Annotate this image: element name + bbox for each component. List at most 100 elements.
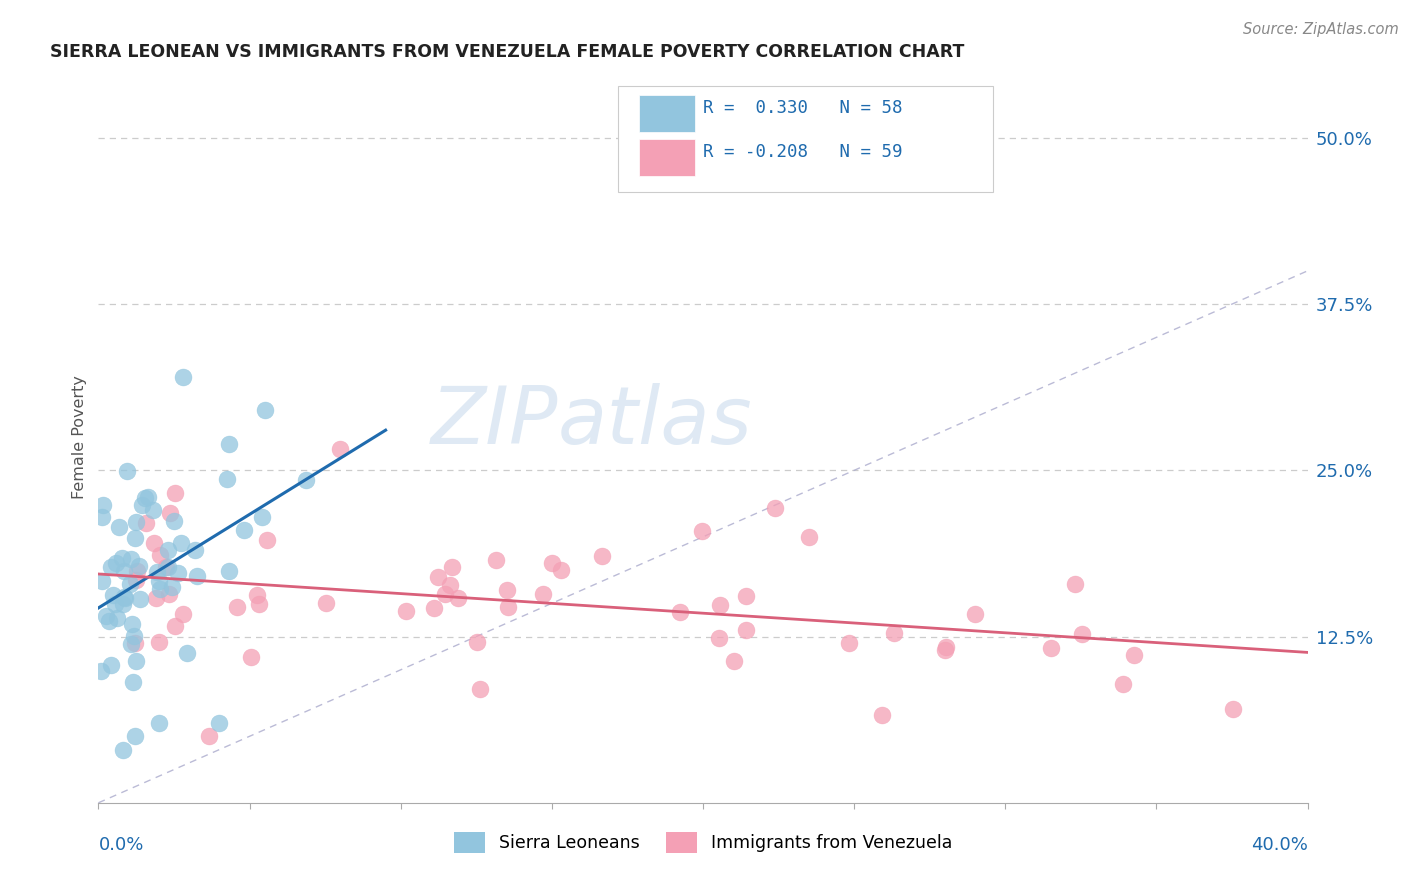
Point bbox=[540, 557, 562, 571]
Point bbox=[105, 556, 128, 570]
Point bbox=[145, 565, 167, 579]
Point bbox=[172, 607, 194, 621]
Point bbox=[121, 674, 143, 689]
Point bbox=[124, 729, 146, 743]
Point bbox=[186, 569, 208, 583]
Point bbox=[163, 485, 186, 500]
Point bbox=[763, 501, 786, 516]
Point bbox=[246, 588, 269, 602]
Point bbox=[426, 570, 449, 584]
Text: Source: ZipAtlas.com: Source: ZipAtlas.com bbox=[1243, 22, 1399, 37]
Point bbox=[125, 654, 148, 668]
Point bbox=[163, 618, 186, 632]
Point bbox=[172, 370, 194, 384]
Point bbox=[329, 442, 352, 456]
Point bbox=[423, 601, 446, 615]
Point bbox=[149, 548, 172, 562]
Point bbox=[120, 637, 142, 651]
Point bbox=[91, 574, 114, 588]
FancyBboxPatch shape bbox=[638, 138, 695, 176]
Text: R =  0.330   N = 58: R = 0.330 N = 58 bbox=[703, 99, 903, 117]
Point bbox=[111, 551, 134, 566]
Point bbox=[125, 574, 148, 588]
Point bbox=[96, 609, 118, 624]
Point bbox=[176, 646, 198, 660]
Point bbox=[163, 514, 186, 528]
Point bbox=[934, 643, 956, 657]
Point bbox=[226, 600, 249, 615]
Point bbox=[692, 524, 714, 538]
Point bbox=[533, 587, 555, 601]
Point bbox=[218, 564, 240, 578]
Point bbox=[120, 552, 142, 566]
Point bbox=[104, 597, 127, 611]
Point bbox=[218, 437, 240, 451]
Text: atlas: atlas bbox=[558, 384, 752, 461]
Point bbox=[1111, 677, 1133, 691]
Point bbox=[709, 598, 731, 612]
Point bbox=[446, 591, 468, 605]
Point bbox=[111, 742, 134, 756]
Point bbox=[233, 523, 256, 537]
Point bbox=[250, 510, 273, 524]
Point bbox=[135, 516, 157, 530]
Point bbox=[170, 536, 193, 550]
Point bbox=[1039, 641, 1062, 656]
Point bbox=[100, 657, 122, 672]
Point bbox=[496, 582, 519, 597]
Point bbox=[440, 560, 463, 574]
Point bbox=[239, 650, 262, 665]
Point bbox=[108, 520, 131, 534]
Point bbox=[105, 611, 128, 625]
Point bbox=[124, 531, 146, 545]
Point bbox=[1222, 702, 1244, 716]
Point bbox=[148, 635, 170, 649]
Text: 0.0%: 0.0% bbox=[98, 836, 143, 854]
Point bbox=[98, 614, 121, 628]
Legend: Sierra Leoneans, Immigrants from Venezuela: Sierra Leoneans, Immigrants from Venezue… bbox=[447, 825, 959, 860]
Point bbox=[129, 591, 152, 606]
Point bbox=[112, 564, 135, 578]
Point bbox=[125, 564, 148, 578]
Point bbox=[131, 498, 153, 512]
Point bbox=[208, 716, 231, 731]
Point bbox=[145, 591, 167, 606]
FancyBboxPatch shape bbox=[638, 95, 695, 132]
Point bbox=[963, 607, 986, 621]
Point bbox=[723, 654, 745, 668]
Point bbox=[734, 623, 756, 637]
Point bbox=[138, 491, 160, 505]
Point bbox=[707, 632, 730, 646]
Point bbox=[122, 629, 145, 643]
Point bbox=[125, 515, 148, 529]
FancyBboxPatch shape bbox=[619, 86, 993, 192]
Point bbox=[148, 716, 170, 731]
Point bbox=[118, 577, 141, 591]
Text: R = -0.208   N = 59: R = -0.208 N = 59 bbox=[703, 143, 903, 161]
Point bbox=[470, 682, 492, 697]
Point bbox=[295, 473, 318, 487]
Point bbox=[91, 499, 114, 513]
Point bbox=[184, 543, 207, 558]
Point bbox=[148, 574, 170, 588]
Point bbox=[159, 506, 181, 520]
Point bbox=[872, 707, 894, 722]
Point bbox=[1070, 627, 1092, 641]
Point bbox=[496, 600, 519, 615]
Text: ZIP: ZIP bbox=[430, 384, 558, 461]
Point bbox=[1122, 648, 1144, 662]
Point bbox=[1064, 577, 1087, 591]
Point bbox=[591, 549, 613, 563]
Point bbox=[315, 596, 337, 610]
Point bbox=[90, 664, 112, 678]
Point bbox=[157, 586, 180, 600]
Point bbox=[197, 729, 219, 743]
Point bbox=[156, 560, 179, 574]
Point bbox=[121, 616, 143, 631]
Point bbox=[550, 563, 572, 577]
Point bbox=[91, 510, 114, 524]
Point bbox=[142, 503, 165, 517]
Point bbox=[128, 558, 150, 573]
Point bbox=[395, 605, 418, 619]
Point bbox=[668, 606, 690, 620]
